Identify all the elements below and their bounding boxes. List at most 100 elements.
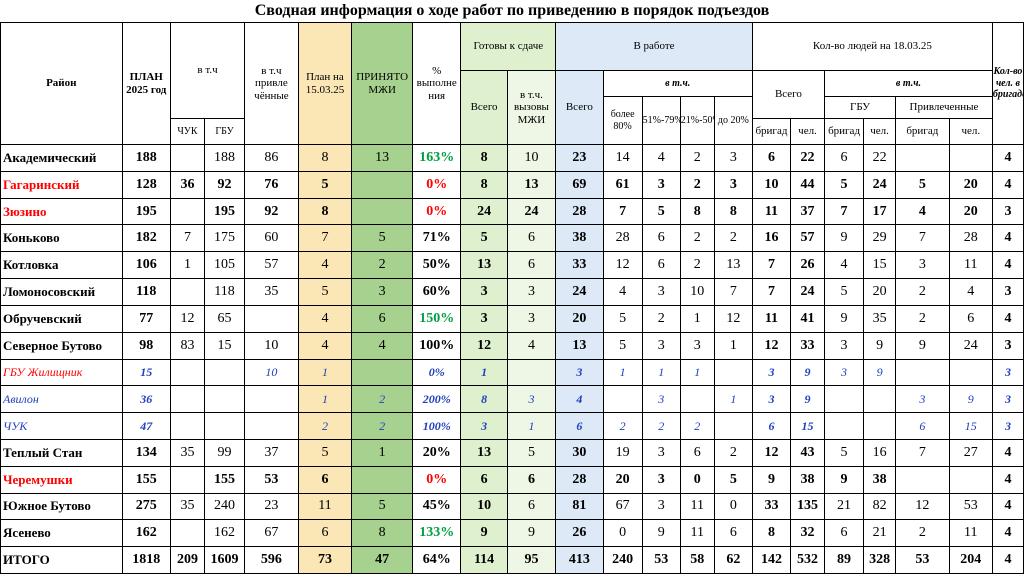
chuk-cell (169, 412, 205, 440)
district-cell: Гагаринский (0, 170, 123, 199)
people-chel-cell: 37 (790, 197, 825, 226)
plan-cell: 188 (121, 144, 171, 172)
chuk-cell: 7 (169, 224, 205, 253)
percent-cell: 100% (411, 412, 462, 440)
header-w51: 51%-79% (641, 96, 681, 145)
att-brigad-cell: 4 (895, 197, 950, 226)
gbu-chel-cell: 17 (863, 197, 897, 226)
table-row: ГБУ Жилищник 15 10 1 0% 1 3 1 1 1 3 9 3 9 3 (0, 358, 1024, 387)
ready-total-cell: 3 (460, 304, 508, 333)
gbu-brigad-cell: 7 (823, 197, 865, 226)
w80-cell: 61 (602, 170, 643, 199)
att-chel-cell: 20 (948, 197, 993, 226)
gbu-brigad-cell: 21 (823, 492, 865, 521)
att-chel-cell: 15 (948, 412, 993, 440)
accepted-cell: 13 (351, 144, 413, 172)
gbu-cell: 175 (203, 224, 246, 253)
ready-calls-cell (506, 358, 557, 387)
gbu-chel-cell (863, 385, 897, 414)
w21-cell: 2 (679, 412, 715, 440)
people-chel-cell: 9 (790, 385, 825, 414)
w21-cell: 58 (679, 546, 715, 574)
table-row: Южное Бутово 275 35 240 23 11 5 45% 10 6 81 67 3 11 0 3… (0, 492, 1024, 521)
gbu-cell (203, 412, 246, 440)
header-chel: чел. (790, 118, 825, 145)
attracted-cell (244, 412, 299, 440)
people-brigad-cell: 9 (751, 465, 792, 494)
plan-cell: 106 (121, 251, 171, 280)
gbu-chel-cell: 35 (863, 304, 897, 333)
w80-cell: 5 (602, 304, 643, 333)
att-brigad-cell: 2 (895, 304, 950, 333)
work-total-cell: 33 (555, 251, 604, 280)
accepted-cell: 6 (351, 304, 413, 333)
w20-cell: 13 (713, 251, 753, 280)
accepted-cell (351, 358, 413, 387)
work-total-cell: 81 (555, 492, 604, 521)
gbu-chel-cell: 9 (863, 358, 897, 387)
att-chel-cell (948, 358, 993, 387)
header-people: Кол-во людей на 18.03.25 (751, 22, 993, 71)
district-cell: Коньково (0, 224, 123, 253)
w20-cell: 8 (713, 197, 753, 226)
accepted-cell: 2 (351, 412, 413, 440)
gbu-cell (203, 385, 246, 414)
district-cell: Северное Бутово (0, 331, 123, 360)
ready-calls-cell: 95 (506, 546, 557, 574)
people-brigad-cell: 11 (751, 304, 792, 333)
percent-cell: 200% (411, 385, 462, 414)
gbu-chel-cell: 21 (863, 519, 897, 548)
header-brigad: бригад (751, 118, 792, 145)
table-row: Авилон 36 1 2 200% 8 3 4 3 1 3 9 3 9 3 (0, 385, 1024, 414)
work-total-cell: 38 (555, 224, 604, 253)
gbu-brigad-cell (823, 412, 865, 440)
plan-date-cell: 8 (297, 144, 353, 172)
gbu-cell: 99 (203, 438, 246, 467)
att-brigad-cell: 7 (895, 224, 950, 253)
per-brigade-cell: 4 (991, 144, 1024, 172)
gbu-chel-cell: 29 (863, 224, 897, 253)
percent-cell: 0% (411, 197, 462, 226)
header-chel: чел. (863, 118, 897, 145)
w51-cell: 3 (641, 438, 681, 467)
att-brigad-cell: 3 (895, 251, 950, 280)
gbu-brigad-cell: 6 (823, 519, 865, 548)
gbu-cell: 155 (203, 465, 246, 494)
per-brigade-cell: 3 (991, 331, 1024, 360)
percent-cell: 150% (411, 304, 462, 333)
people-brigad-cell: 7 (751, 278, 792, 306)
att-brigad-cell: 5 (895, 170, 950, 199)
people-chel-cell: 532 (790, 546, 825, 574)
district-cell: Ломоносовский (0, 278, 123, 306)
w51-cell: 6 (641, 251, 681, 280)
w21-cell: 11 (679, 492, 715, 521)
w21-cell (679, 385, 715, 414)
work-total-cell: 30 (555, 438, 604, 467)
people-brigad-cell: 3 (751, 358, 792, 387)
gbu-cell: 92 (203, 170, 246, 199)
w20-cell: 2 (713, 438, 753, 467)
att-chel-cell: 53 (948, 492, 993, 521)
people-brigad-cell: 3 (751, 385, 792, 414)
work-total-cell: 23 (555, 144, 604, 172)
percent-cell: 100% (411, 331, 462, 360)
accepted-cell: 8 (351, 519, 413, 548)
att-brigad-cell (895, 465, 950, 494)
att-chel-cell (948, 144, 993, 172)
table-row: Коньково 182 7 175 60 7 5 71% 5 6 38 28 6 2 2 16 57 9 29 7 2… (0, 224, 1024, 253)
plan-cell: 195 (121, 197, 171, 226)
w20-cell: 2 (713, 224, 753, 253)
att-brigad-cell: 6 (895, 412, 950, 440)
accepted-cell: 1 (351, 438, 413, 467)
people-brigad-cell: 8 (751, 519, 792, 548)
percent-cell: 45% (411, 492, 462, 521)
gbu-chel-cell: 16 (863, 438, 897, 467)
people-chel-cell: 38 (790, 465, 825, 494)
ready-calls-cell: 4 (506, 331, 557, 360)
plan-date-cell: 4 (297, 304, 353, 333)
people-brigad-cell: 142 (751, 546, 792, 574)
plan-date-cell: 4 (297, 331, 353, 360)
att-chel-cell: 9 (948, 385, 993, 414)
plan-date-cell: 5 (297, 278, 353, 306)
header-gbu2: ГБУ (823, 96, 897, 119)
